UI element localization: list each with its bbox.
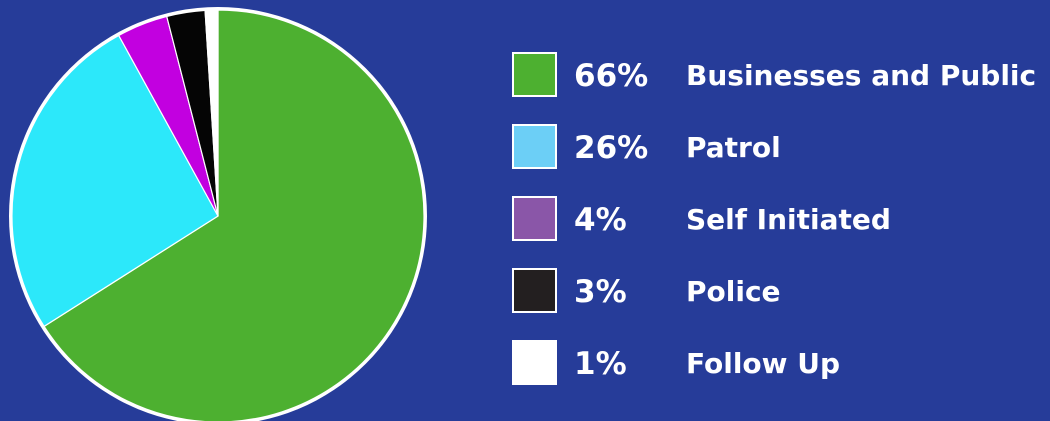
legend-swatch-patrol — [512, 124, 557, 169]
legend-swatch-businesses — [512, 52, 557, 97]
legend-swatch-follow-up — [512, 340, 557, 385]
legend-pct-patrol: 26% — [574, 130, 649, 166]
legend-label-businesses: Businesses and Public — [686, 59, 1037, 92]
legend-swatch-police — [512, 268, 557, 313]
legend-label-patrol: Patrol — [686, 131, 781, 164]
legend-label-follow-up: Follow Up — [686, 347, 841, 380]
legend-pct-police: 3% — [574, 274, 627, 310]
legend-label-police: Police — [686, 275, 781, 308]
legend-pct-self-initiated: 4% — [574, 202, 627, 238]
pie-slice-follow-up — [204, 9, 219, 217]
legend-pct-businesses: 66% — [574, 58, 649, 94]
pie-slice-businesses — [43, 9, 425, 421]
legend-pct-follow-up: 1% — [574, 346, 627, 382]
legend-swatch-self-initiated — [512, 196, 557, 241]
legend-label-self-initiated: Self Initiated — [686, 203, 891, 236]
pie-slice-patrol — [11, 34, 219, 328]
pie-chart — [9, 7, 427, 421]
